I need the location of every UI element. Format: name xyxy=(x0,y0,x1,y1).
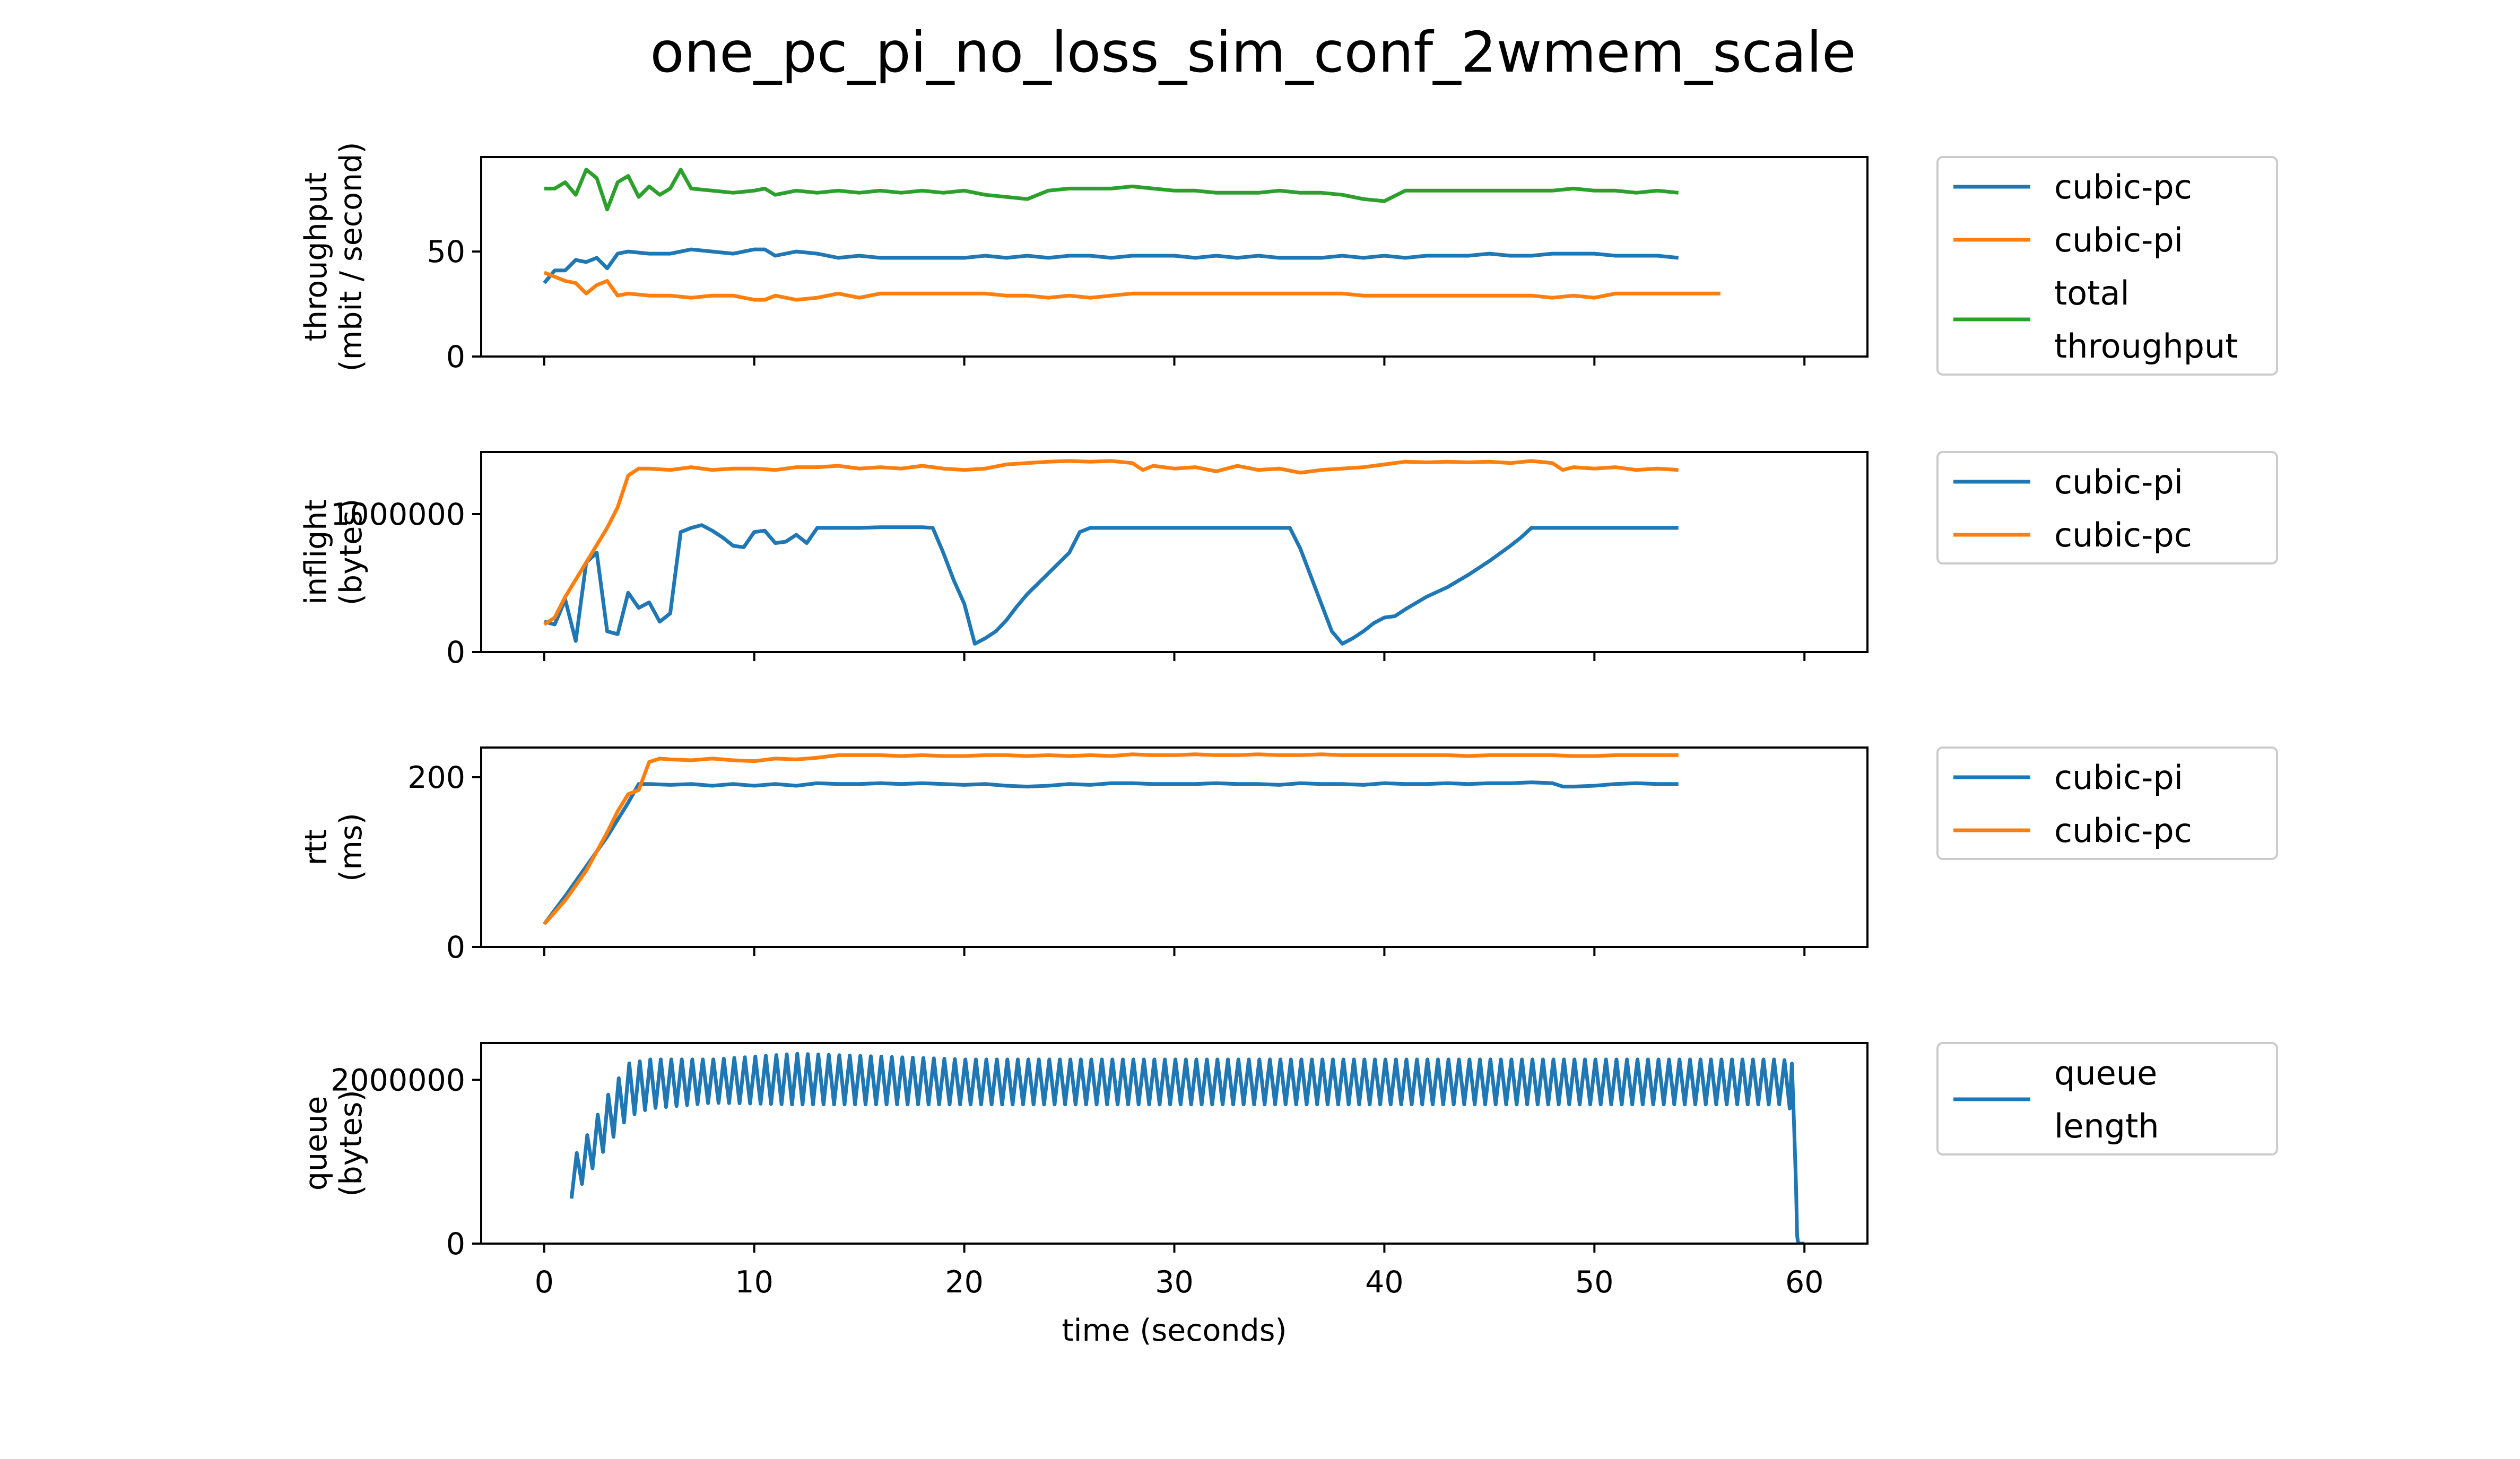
inflight-series-line-cubic-pi xyxy=(543,523,1679,646)
inflight-legend-label: cubic-pi xyxy=(2054,463,2183,501)
throughput-series-line-cubic-pc xyxy=(543,247,1679,284)
rtt-y-tick-label: 0 xyxy=(446,930,465,965)
queue-y-tick-label: 2000000 xyxy=(331,1063,465,1098)
throughput-legend-label: cubic-pi xyxy=(2054,221,2183,259)
rtt-series-group xyxy=(543,752,1679,926)
rtt-legend-label: cubic-pc xyxy=(2054,811,2192,850)
subplot-rtt: 0 200 rtt (ms) cubic-pi cubic-pc xyxy=(299,746,2278,965)
throughput-axes-frame xyxy=(480,156,1869,358)
queue-y-axis-label: (bytes) xyxy=(334,1090,369,1197)
queue-y-axis-label: queue xyxy=(299,1096,334,1191)
queue-x-tick-label: 30 xyxy=(1155,1265,1194,1300)
queue-legend-label: length xyxy=(2054,1107,2159,1145)
throughput-y-tick-label: 50 xyxy=(427,235,465,270)
throughput-legend-label: total xyxy=(2054,274,2130,312)
inflight-legend: cubic-pi cubic-pc xyxy=(1936,451,2278,565)
queue-x-tick-label: 50 xyxy=(1575,1265,1614,1300)
queue-x-tick-label: 60 xyxy=(1785,1265,1824,1300)
throughput-y-axis-label: throughput xyxy=(299,172,334,342)
queue-axes-frame xyxy=(480,1042,1869,1245)
throughput-y-axis-label: (mbit / second) xyxy=(334,142,369,371)
throughput-y-tick-label: 0 xyxy=(446,340,465,375)
throughput-legend-label: throughput xyxy=(2054,327,2238,366)
rtt-legend-label: cubic-pi xyxy=(2054,758,2183,797)
inflight-y-axis-label: inflight xyxy=(299,499,334,604)
rtt-y-tick-label: 200 xyxy=(407,760,465,795)
throughput-legend-label: cubic-pc xyxy=(2054,168,2192,206)
inflight-axes-frame xyxy=(480,451,1869,653)
rtt-y-axis-label: (ms) xyxy=(334,813,369,882)
queue-series-group xyxy=(569,1052,1805,1244)
inflight-legend-label: cubic-pc xyxy=(2054,516,2192,554)
chart-title: one_pc_pi_no_loss_sim_conf_2wmem_scale xyxy=(650,20,1856,85)
queue-x-tick-label: 20 xyxy=(945,1265,984,1300)
queue-x-tick-label: 0 xyxy=(535,1265,554,1300)
rtt-legend: cubic-pi cubic-pc xyxy=(1936,746,2278,860)
x-axis-label: time (seconds) xyxy=(1062,1313,1287,1348)
queue-legend-box xyxy=(1936,1042,2278,1156)
rtt-series-line-cubic-pi xyxy=(543,780,1679,925)
inflight-series-line-cubic-pc xyxy=(543,459,1679,626)
throughput-legend: cubic-pc cubic-pi total throughput xyxy=(1936,156,2278,376)
inflight-series-group xyxy=(543,459,1679,646)
rtt-y-axis-label: rtt xyxy=(299,829,334,865)
queue-y-tick-label: 0 xyxy=(446,1227,465,1262)
throughput-series-line-total-throughput xyxy=(544,168,1679,212)
inflight-y-tick-label: 0 xyxy=(446,635,465,670)
inflight-y-axis-label: (bytes) xyxy=(334,499,369,606)
rtt-series-line-cubic-pc xyxy=(543,752,1679,926)
throughput-series-group xyxy=(543,168,1720,302)
queue-x-tick-label: 10 xyxy=(735,1265,774,1300)
queue-legend-label: queue xyxy=(2054,1054,2157,1092)
queue-series-line-queue-length xyxy=(569,1052,1805,1244)
throughput-series-line-cubic-pi xyxy=(543,271,1720,302)
rtt-axes-frame xyxy=(480,746,1869,948)
inflight-y-tick-label: 1000000 xyxy=(331,497,465,532)
queue-legend: queue length xyxy=(1936,1042,2278,1156)
queue-x-tick-label: 40 xyxy=(1365,1265,1404,1300)
